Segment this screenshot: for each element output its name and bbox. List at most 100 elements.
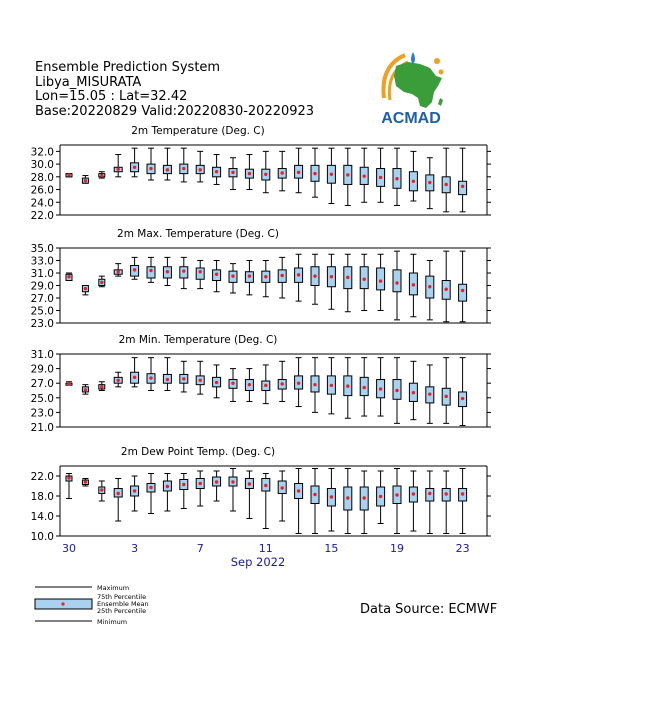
box-2022-09-16	[343, 253, 353, 313]
box-2022-09-17	[359, 253, 369, 311]
mean-marker	[346, 384, 350, 388]
y-tick-label: 29.0	[31, 281, 54, 293]
box-2022-09-08	[212, 154, 222, 185]
box-2022-09-15	[326, 253, 336, 310]
panel-title: 2m Temperature (Deg. C)	[131, 125, 265, 137]
legend-mean-marker	[61, 602, 65, 606]
box-2022-09-05	[162, 473, 172, 512]
mean-marker	[264, 483, 268, 488]
mean-marker	[362, 174, 366, 178]
box-2022-09-01	[98, 171, 106, 179]
box-2022-09-16	[343, 147, 353, 206]
box-2022-09-13	[294, 147, 304, 194]
box-2022-09-08	[212, 470, 222, 502]
y-tick-label: 31.0	[31, 349, 54, 361]
mean-marker	[428, 285, 432, 289]
mean-marker	[83, 286, 88, 291]
box-2022-09-04	[146, 147, 156, 181]
box-2022-09-02	[113, 478, 123, 522]
box-2022-08-30	[65, 473, 73, 499]
chart-temperature: 22.024.026.028.030.032.0 2m Temperature (…	[31, 125, 491, 222]
box-p25-p75	[146, 266, 156, 279]
box-2022-09-13	[294, 357, 304, 408]
y-tick-label: 33.0	[31, 256, 54, 268]
box-2022-09-21	[425, 470, 435, 534]
box-2022-09-19	[392, 147, 402, 206]
mean-marker	[280, 486, 284, 490]
box-2022-09-08	[212, 260, 222, 293]
box-2022-09-13	[294, 253, 304, 302]
mean-marker	[231, 274, 235, 278]
box-2022-09-05	[162, 256, 172, 286]
mean-marker	[100, 488, 104, 492]
mean-marker	[280, 171, 284, 175]
box-2022-09-18	[376, 147, 386, 203]
mean-marker	[247, 171, 252, 176]
mean-marker	[296, 170, 301, 175]
box-2022-09-12	[277, 470, 287, 522]
box-2022-08-31	[81, 478, 89, 487]
box-2022-09-05	[162, 357, 172, 391]
mean-marker	[149, 376, 153, 380]
y-tick-label: 25.0	[31, 393, 54, 405]
mean-marker	[116, 270, 120, 274]
box-2022-09-15	[326, 468, 336, 532]
box-2022-09-03	[130, 147, 140, 178]
box-2022-09-02	[113, 371, 123, 388]
mean-marker	[214, 272, 219, 276]
box-2022-09-23	[458, 147, 468, 213]
box-2022-09-09	[228, 368, 238, 402]
panel-title: 2m Dew Point Temp. (Deg. C)	[121, 446, 275, 458]
box-2022-09-01	[98, 381, 106, 391]
box-2022-09-14	[310, 253, 320, 305]
box-2022-09-22	[441, 147, 451, 213]
mean-marker	[100, 173, 104, 178]
mean-marker	[428, 491, 432, 496]
mean-marker	[264, 275, 268, 279]
logo-africa-map	[394, 62, 442, 108]
mean-marker	[378, 387, 383, 391]
box-2022-09-10	[244, 470, 254, 519]
mean-marker	[116, 378, 120, 382]
mean-marker	[362, 385, 366, 390]
box-2022-09-07	[195, 360, 205, 395]
box-2022-09-22	[441, 470, 451, 534]
box-2022-09-11	[261, 473, 271, 529]
mean-marker	[83, 480, 88, 484]
box-2022-09-01	[98, 275, 106, 288]
box-2022-09-14	[310, 357, 320, 413]
box-2022-09-03	[130, 357, 140, 388]
box-2022-09-07	[195, 260, 205, 290]
y-tick-label: 23.0	[31, 407, 54, 419]
box-2022-08-30	[65, 272, 73, 281]
y-tick-label: 21.0	[31, 422, 54, 434]
box-2022-09-17	[359, 470, 369, 534]
mean-marker	[198, 168, 202, 172]
mean-marker	[296, 273, 301, 277]
mean-marker	[346, 275, 350, 280]
box-2022-09-16	[343, 357, 353, 419]
logo-text: ACMAD	[381, 110, 441, 127]
mean-marker	[378, 279, 383, 283]
box-2022-09-11	[261, 260, 271, 298]
mean-marker	[231, 480, 235, 484]
mean-marker	[411, 492, 416, 496]
mean-marker	[116, 491, 120, 496]
box-p25-p75	[458, 283, 468, 302]
mean-marker	[444, 492, 448, 496]
box-p25-p75	[195, 267, 205, 280]
header-base-valid: Base:20220829 Valid:20220830-20220923	[35, 103, 315, 119]
box-2022-09-14	[310, 468, 320, 534]
x-tick-label: 19	[390, 542, 404, 555]
y-tick-label: 31.0	[31, 268, 54, 280]
mean-marker	[149, 268, 153, 273]
box-2022-09-15	[326, 357, 336, 415]
box-2022-09-22	[441, 250, 451, 323]
mean-marker	[214, 170, 219, 174]
mean-marker	[116, 167, 120, 171]
mean-marker	[296, 489, 301, 493]
box-2022-09-12	[277, 150, 287, 192]
y-tick-label: 27.0	[31, 293, 54, 305]
box-2022-09-23	[458, 468, 468, 534]
